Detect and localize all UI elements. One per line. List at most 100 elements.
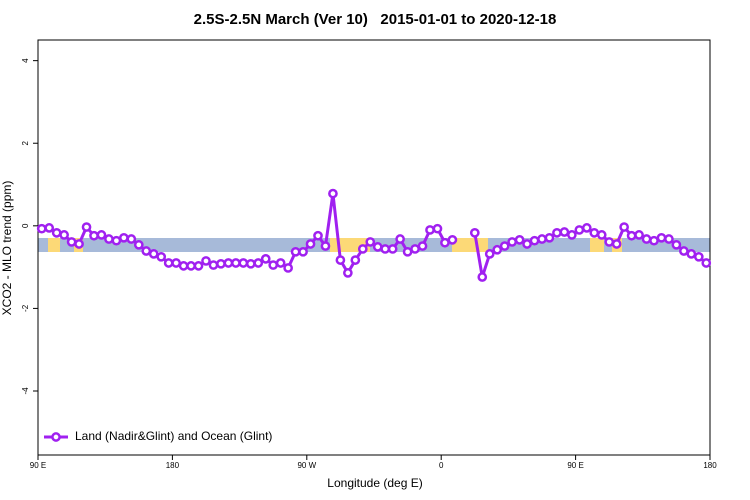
point <box>552 227 562 238</box>
point <box>372 242 383 252</box>
point <box>671 239 682 250</box>
point <box>581 223 592 233</box>
x-tick-label: 90 E <box>567 461 583 470</box>
x-tick-label: 90 W <box>297 461 316 470</box>
point <box>492 244 503 255</box>
land-band <box>590 238 604 252</box>
point <box>440 237 450 248</box>
point <box>469 227 480 238</box>
point <box>484 249 495 259</box>
land-band <box>48 238 60 252</box>
point <box>641 234 652 244</box>
point <box>320 241 331 251</box>
point <box>268 260 279 270</box>
plot-frame <box>37 39 711 456</box>
point <box>596 230 607 240</box>
point <box>395 234 405 244</box>
y-tick-label: 4 <box>21 58 30 63</box>
point <box>328 188 338 199</box>
point <box>59 230 69 240</box>
point <box>201 256 211 266</box>
point <box>298 246 308 257</box>
point <box>163 258 174 268</box>
point <box>425 225 435 235</box>
point <box>574 225 585 235</box>
point <box>223 258 234 268</box>
point <box>275 258 286 268</box>
point <box>260 254 271 264</box>
point <box>193 261 204 271</box>
point <box>365 237 376 247</box>
point <box>522 239 532 249</box>
x-tick-label: 90 E <box>30 461 46 470</box>
point <box>387 244 398 254</box>
point <box>619 222 629 232</box>
point <box>559 227 570 237</box>
point <box>81 222 92 232</box>
point <box>626 230 637 241</box>
point <box>380 244 391 254</box>
point <box>133 239 144 250</box>
point <box>679 246 689 256</box>
point <box>253 258 264 268</box>
point <box>604 237 615 247</box>
point <box>74 239 84 249</box>
point <box>126 234 137 244</box>
point <box>186 261 196 271</box>
chart-title: 2.5S-2.5N March (Ver 10) 2015-01-01 to 2… <box>194 11 557 28</box>
x-tick-label: 180 <box>166 461 180 470</box>
point <box>305 239 316 249</box>
point <box>432 223 443 234</box>
point <box>567 230 577 240</box>
point <box>544 232 555 243</box>
y-tick-label: 0 <box>21 223 30 228</box>
point <box>245 258 256 269</box>
point <box>417 241 428 251</box>
point <box>686 249 697 259</box>
point <box>36 223 47 234</box>
point <box>148 249 159 259</box>
point <box>350 255 361 265</box>
point <box>477 272 488 282</box>
point <box>343 268 353 278</box>
point <box>656 232 667 243</box>
point <box>313 230 323 241</box>
point <box>283 263 293 273</box>
point <box>44 223 55 233</box>
point <box>104 234 114 244</box>
point <box>178 261 189 271</box>
point <box>290 246 301 257</box>
point <box>410 244 420 254</box>
point <box>171 258 181 268</box>
land-band <box>452 238 488 252</box>
point <box>634 230 644 240</box>
point <box>156 251 167 262</box>
point <box>141 246 152 256</box>
y-tick-label: -4 <box>21 387 30 395</box>
point <box>701 258 712 268</box>
point <box>357 244 368 254</box>
y-tick-label: -2 <box>21 304 30 312</box>
point <box>507 237 517 247</box>
point <box>208 260 219 270</box>
point <box>66 237 77 247</box>
x-tick-label: 0 <box>439 461 444 470</box>
point <box>649 235 659 246</box>
point <box>447 235 458 245</box>
y-axis-label: XCO2 - MLO trend (ppm) <box>0 181 14 316</box>
point <box>589 227 600 238</box>
point <box>231 258 241 268</box>
point <box>216 258 226 269</box>
point <box>693 251 704 262</box>
point <box>664 234 674 244</box>
point <box>514 235 525 245</box>
point <box>119 232 129 243</box>
point <box>611 239 622 249</box>
point <box>499 241 510 251</box>
point <box>89 230 99 241</box>
point <box>529 235 540 246</box>
point <box>238 258 249 268</box>
x-tick-label: 180 <box>703 461 717 470</box>
